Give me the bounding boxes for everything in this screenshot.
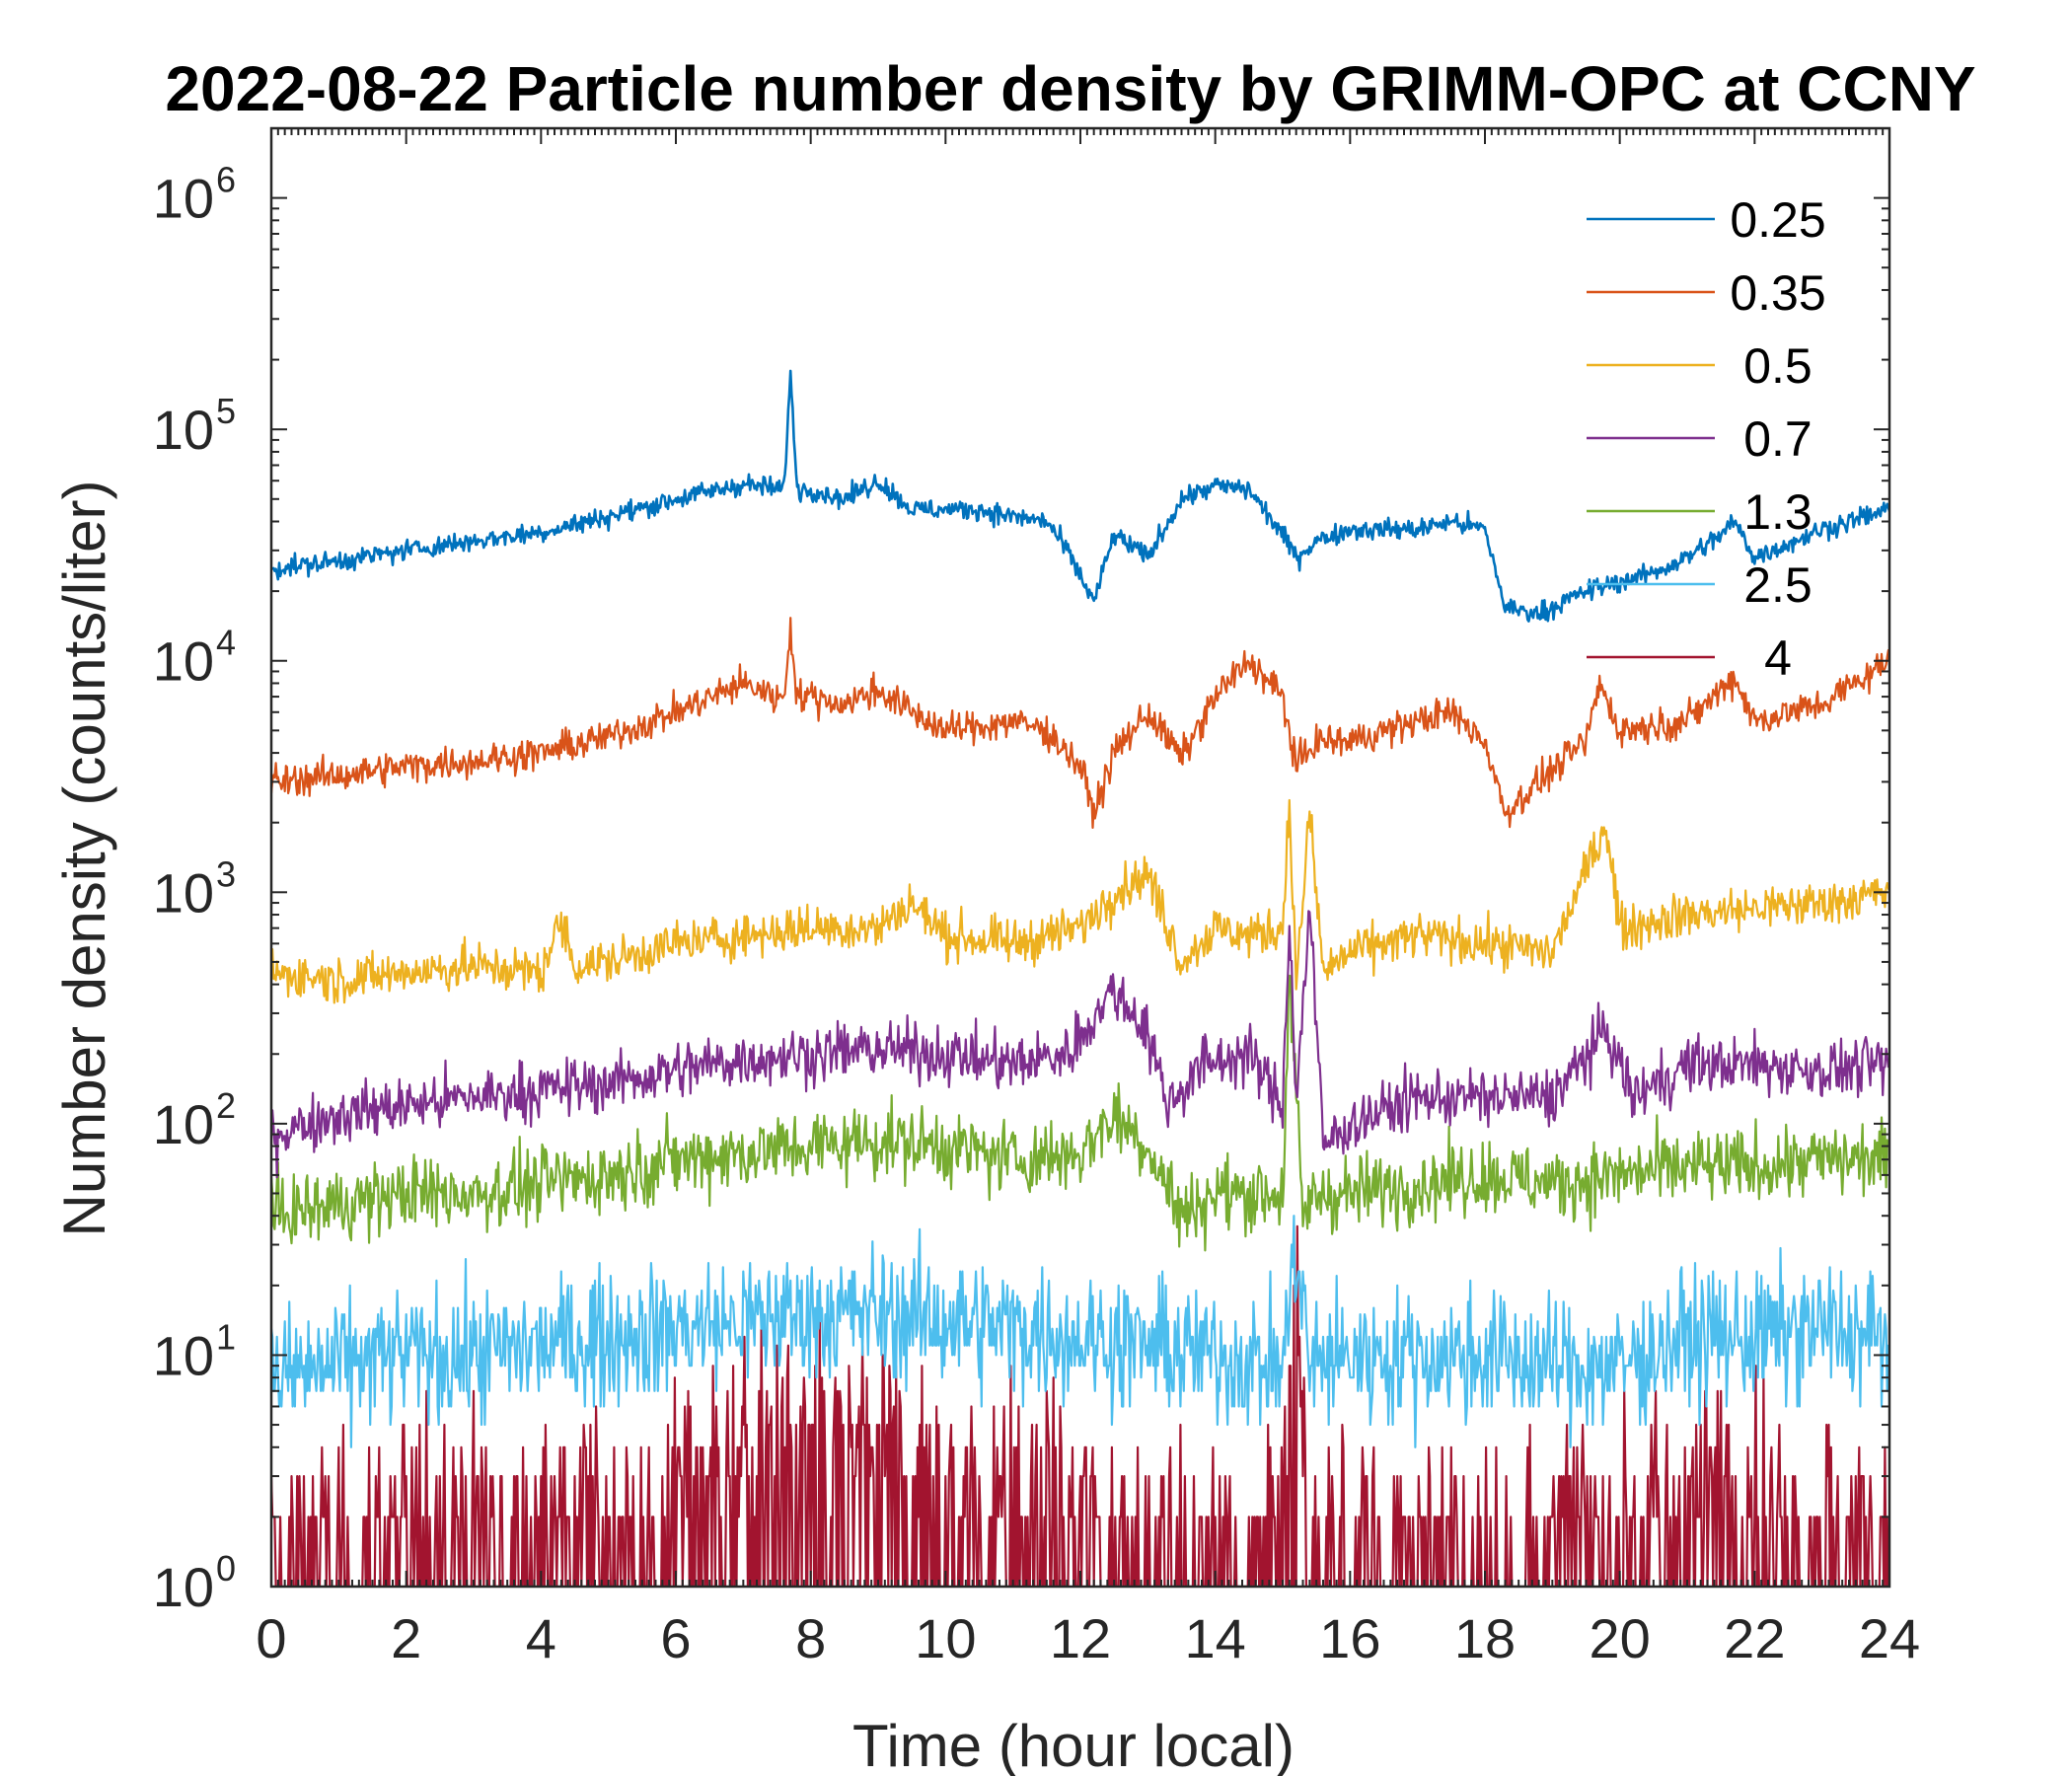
y-tick-exponent: 4	[216, 623, 236, 663]
x-tick-label: 24	[1859, 1607, 1920, 1669]
x-tick-label: 6	[660, 1607, 691, 1669]
legend: 0.25 0.35 0.5 0.7 1.3 2.5 4	[1587, 192, 1826, 686]
y-tick-exponent: 2	[216, 1085, 236, 1126]
x-tick-label: 18	[1454, 1607, 1516, 1669]
legend-label-0.5: 0.5	[1743, 338, 1813, 394]
y-tick-exponent: 6	[216, 160, 236, 200]
y-tick-exponent: 1	[216, 1316, 236, 1357]
series-line-0.35	[271, 617, 1889, 830]
x-tick-label: 0	[256, 1607, 286, 1669]
y-axis-label: Number density (counts/liter)	[51, 481, 117, 1237]
series-line-0.7	[271, 910, 1889, 1179]
y-tick-label: 10	[153, 399, 214, 461]
x-tick-label: 22	[1724, 1607, 1785, 1669]
y-tick-label: 10	[153, 1324, 214, 1386]
axes-layer	[269, 126, 1891, 1589]
series-line-0.5	[271, 798, 1889, 1004]
legend-label-0.35: 0.35	[1730, 265, 1825, 321]
x-tick-label: 16	[1319, 1607, 1380, 1669]
legend-label-0.25: 0.25	[1730, 192, 1825, 248]
x-tick-label: 4	[526, 1607, 556, 1669]
y-tick-label: 10	[153, 1556, 214, 1618]
x-tick-label: 10	[915, 1607, 976, 1669]
series-line-2.5	[271, 1215, 1889, 1448]
y-tick-label: 10	[153, 168, 214, 230]
chart-title: 2022-08-22 Particle number density by GR…	[165, 53, 1975, 124]
x-axis-label: Time (hour local)	[852, 1713, 1295, 1776]
x-tick-label: 8	[795, 1607, 826, 1669]
y-tick-label: 10	[153, 630, 214, 693]
legend-label-2.5: 2.5	[1743, 557, 1813, 613]
series-line-1.3	[271, 974, 1889, 1252]
legend-label-4: 4	[1764, 630, 1792, 686]
y-tick-exponent: 5	[216, 391, 236, 431]
series-line-4	[271, 1224, 1889, 1587]
x-tick-label: 20	[1590, 1607, 1651, 1669]
x-tick-label: 2	[391, 1607, 421, 1669]
y-tick-label: 10	[153, 1093, 214, 1155]
series-layer	[271, 369, 1889, 1587]
legend-label-1.3: 1.3	[1743, 484, 1813, 540]
y-tick-label: 10	[153, 861, 214, 924]
legend-label-0.7: 0.7	[1743, 411, 1813, 467]
series-line-0.25	[271, 369, 1889, 623]
y-tick-exponent: 3	[216, 853, 236, 894]
x-tick-label: 14	[1185, 1607, 1246, 1669]
x-tick-label: 12	[1050, 1607, 1111, 1669]
y-tick-exponent: 0	[216, 1548, 236, 1589]
